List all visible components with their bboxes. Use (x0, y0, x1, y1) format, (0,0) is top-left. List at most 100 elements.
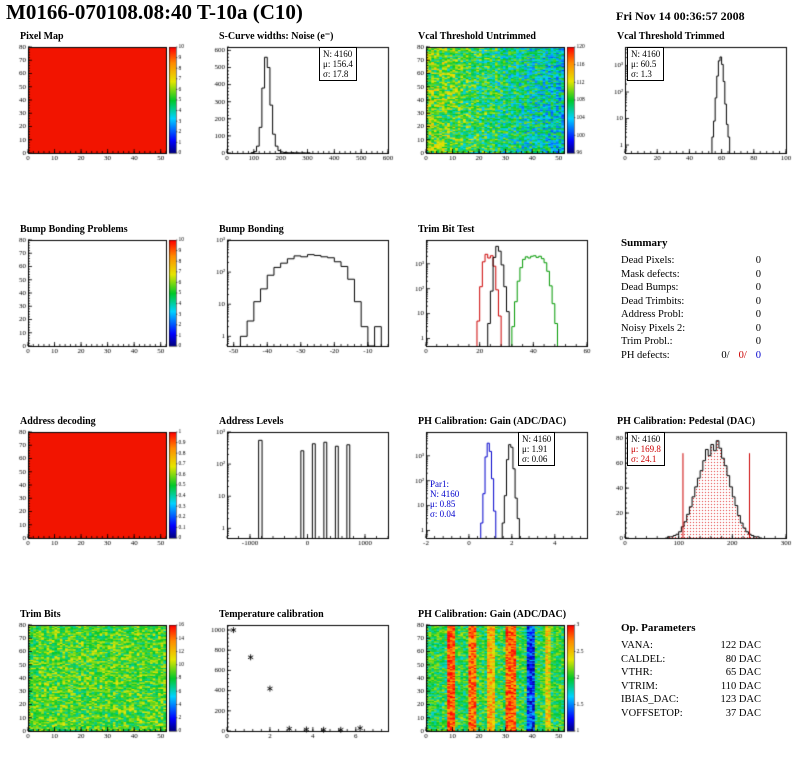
plot-title: Bump Bonding (219, 224, 284, 235)
panel-bump-bonding-problems: Bump Bonding Problems (2, 223, 199, 365)
op-parameter-label: VANA: (621, 640, 653, 651)
op-parameter-value: 110 DAC (720, 680, 761, 692)
panel-pixel-map: Pixel Map (2, 30, 199, 172)
summary-row: Dead Pixels: 0 (621, 254, 761, 268)
op-parameter-row: IBIAS_DAC: 123 DAC (621, 693, 761, 707)
stat-line: μ: 0.85 (430, 499, 456, 509)
address-decoding-plot (2, 428, 198, 554)
stat-line: σ: 0.06 (522, 454, 548, 464)
plot-title: Trim Bit Test (418, 224, 475, 235)
trim-bit-test-plot (400, 236, 596, 362)
op-parameter-label: VTRIM: (621, 680, 658, 692)
plot-title: Vcal Threshold Trimmed (617, 31, 725, 42)
plot-title: Vcal Threshold Untrimmed (418, 31, 536, 42)
summary-value: 0 (755, 322, 761, 334)
stat-line: N: 4160 (522, 434, 552, 444)
summary-label: Mask defects: (621, 268, 680, 280)
stats-box: N: 4160 μ: 156.4 σ: 17.8 (319, 47, 357, 81)
summary-value: 0 (755, 295, 761, 307)
address-levels-plot (201, 428, 397, 554)
plot-title: Address decoding (20, 416, 96, 427)
plot-title: Trim Bits (20, 609, 61, 620)
stat-line: σ: 0.04 (430, 509, 456, 519)
panel-temperature-calibration: Temperature calibration (201, 608, 398, 750)
par1-stats-text: Par1: N: 4160 μ: 0.85 σ: 0.04 (430, 479, 459, 519)
plot-title: Pixel Map (20, 31, 64, 42)
summary-label: Dead Bumps: (621, 282, 679, 293)
op-parameter-value: 122 DAC (720, 640, 761, 651)
stat-line: N: 4160 (631, 49, 661, 59)
op-parameters-title: Op. Parameters (621, 622, 696, 634)
summary-value: 0 (755, 309, 761, 320)
panel-bump-bonding: Bump Bonding (201, 223, 398, 365)
ph-defects-value-black: 0/ (721, 349, 730, 361)
stat-line: μ: 156.4 (323, 59, 353, 69)
ph-gain-hist-plot (400, 428, 596, 554)
op-parameter-row: VANA: 122 DAC (621, 639, 761, 653)
stat-line: N: 4160 (631, 434, 661, 444)
op-parameter-label: IBIAS_DAC: (621, 694, 679, 705)
stat-line: σ: 17.8 (323, 69, 349, 79)
summary-row: Noisy Pixels 2: 0 (621, 322, 761, 336)
stat-line: N: 4160 (323, 49, 353, 59)
summary-value: 0 (755, 282, 761, 293)
summary-value: 0 (755, 268, 761, 280)
panel-ph-pedestal: PH Calibration: Pedestal (DAC) N: 4160 μ… (599, 415, 796, 557)
op-parameter-label: VOFFSETOP: (621, 707, 683, 719)
stat-line: σ: 24.1 (631, 454, 657, 464)
summary-title: Summary (621, 237, 668, 249)
op-parameter-value: 123 DAC (720, 694, 761, 705)
plot-title: Bump Bonding Problems (20, 224, 128, 235)
op-parameter-row: VTHR: 65 DAC (621, 666, 761, 680)
panel-ph-gain-map: PH Calibration: Gain (ADC/DAC) (400, 608, 597, 750)
op-parameter-row: VTRIM: 110 DAC (621, 680, 761, 694)
stat-line: σ: 1.3 (631, 69, 652, 79)
panel-scurve-noise: S-Curve widths: Noise (e⁻) N: 4160 μ: 15… (201, 30, 398, 172)
panel-address-decoding: Address decoding (2, 415, 199, 557)
summary-value: 0 (755, 336, 761, 347)
stat-line: Par1: (430, 479, 449, 489)
vcal-untrimmed-plot (400, 43, 596, 169)
stat-line: N: 4160 (430, 489, 460, 499)
plot-title: PH Calibration: Gain (ADC/DAC) (418, 416, 567, 427)
summary-row: Address Probl: 0 (621, 308, 761, 322)
bump-bonding-problems-plot (2, 236, 198, 362)
panel-trim-bit-test: Trim Bit Test (400, 223, 597, 365)
op-parameter-label: VTHR: (621, 667, 653, 678)
panel-trim-bits: Trim Bits (2, 608, 199, 750)
plot-title: Address Levels (219, 416, 284, 427)
panel-vcal-trimmed: Vcal Threshold Trimmed N: 4160 μ: 60.5 σ… (599, 30, 796, 172)
summary-label: Noisy Pixels 2: (621, 322, 686, 334)
op-parameter-value: 80 DAC (725, 653, 761, 665)
timestamp: Fri Nov 14 00:36:57 2008 (616, 9, 745, 23)
ph-gain-map-plot (400, 621, 596, 747)
summary-label: Trim Probl.: (621, 336, 673, 347)
ph-defects-value-red: 0/ (738, 349, 747, 361)
panel-address-levels: Address Levels (201, 415, 398, 557)
op-parameter-label: CALDEL: (621, 653, 666, 665)
plot-title: S-Curve widths: Noise (e⁻) (219, 31, 334, 42)
summary-row: Trim Probl.: 0 (621, 335, 761, 349)
op-parameter-row: VOFFSETOP: 37 DAC (621, 707, 761, 721)
summary-panel: Summary Dead Pixels: 0 Mask defects: 0 D… (599, 223, 769, 362)
stats-box: N: 4160 μ: 169.8 σ: 24.1 (627, 432, 665, 466)
summary-row-ph-defects: PH defects: 0/ 0/ 0 (621, 349, 761, 363)
summary-label: Dead Trimbits: (621, 295, 685, 307)
temperature-calibration-plot (201, 621, 397, 747)
stat-line: μ: 1.91 (522, 444, 548, 454)
op-parameter-value: 37 DAC (725, 707, 761, 719)
op-parameters-panel: Op. Parameters VANA: 122 DAC CALDEL: 80 … (599, 608, 769, 720)
summary-row: Dead Bumps: 0 (621, 281, 761, 295)
summary-row: Dead Trimbits: 0 (621, 295, 761, 309)
stat-line: μ: 169.8 (631, 444, 661, 454)
plot-title: PH Calibration: Pedestal (DAC) (617, 416, 756, 427)
pixel-map-plot (2, 43, 198, 169)
op-parameter-value: 65 DAC (725, 667, 761, 678)
summary-label: Address Probl: (621, 309, 684, 320)
page-title: M0166-070108.08:40 T-10a (C10) (6, 0, 303, 24)
plot-title: PH Calibration: Gain (ADC/DAC) (418, 609, 567, 620)
scurve-noise-plot (201, 43, 397, 169)
trim-bits-plot (2, 621, 198, 747)
summary-row: Mask defects: 0 (621, 268, 761, 282)
